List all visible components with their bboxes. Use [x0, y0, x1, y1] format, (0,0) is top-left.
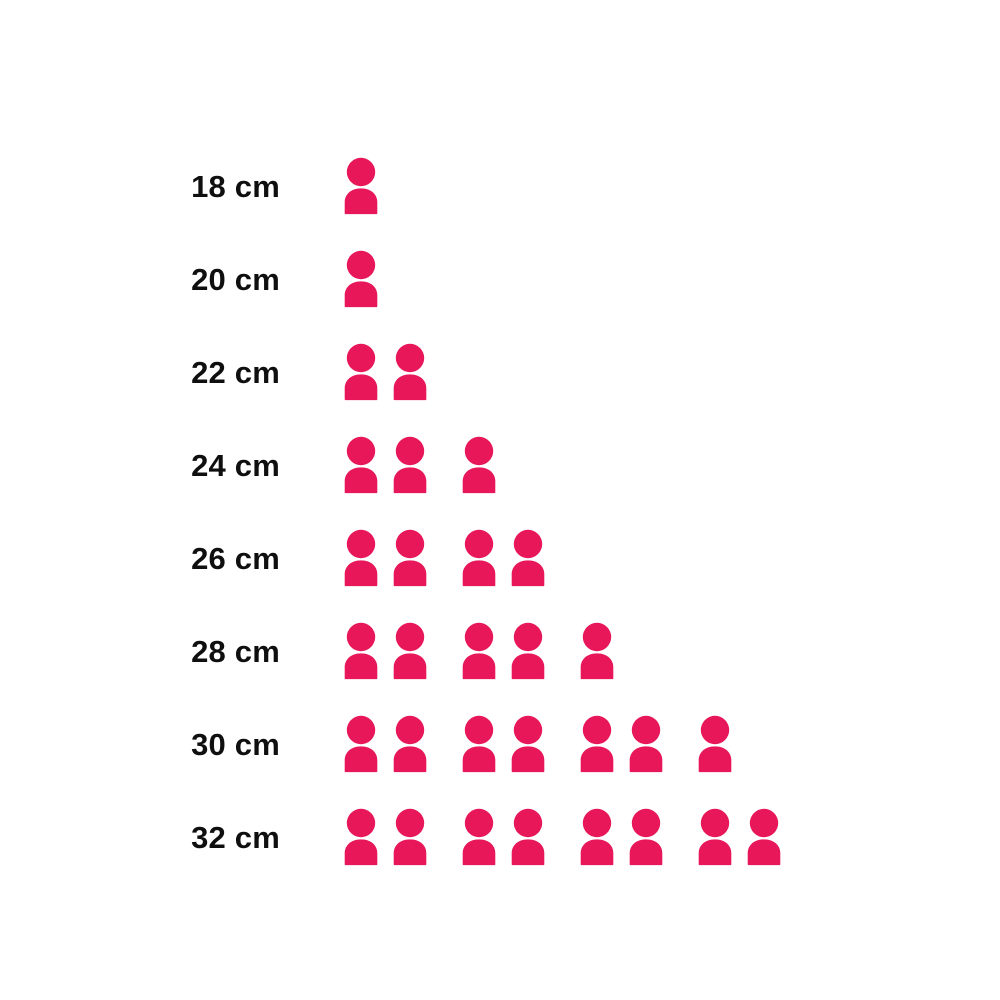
- icon-group: [458, 808, 549, 866]
- icon-group: [340, 157, 382, 215]
- row-icon-track: [340, 529, 549, 587]
- person-icon: [694, 715, 736, 773]
- row-category-label: 26 cm: [191, 540, 280, 576]
- person-icon: [576, 808, 618, 866]
- person-icon: [625, 808, 667, 866]
- row-category-label: 20 cm: [191, 261, 280, 297]
- person-icon: [389, 808, 431, 866]
- icon-group: [340, 250, 382, 308]
- person-icon: [340, 622, 382, 680]
- icon-group: [694, 808, 785, 866]
- icon-group: [694, 715, 736, 773]
- person-icon: [389, 715, 431, 773]
- person-icon: [507, 808, 549, 866]
- row-icon-track: [340, 157, 382, 215]
- icon-group: [576, 715, 667, 773]
- pictogram-row: 22 cm: [0, 341, 1000, 403]
- icon-group: [340, 343, 431, 401]
- pictogram-row: 26 cm: [0, 527, 1000, 589]
- pictogram-row: 30 cm: [0, 713, 1000, 775]
- icon-group: [576, 622, 618, 680]
- person-icon: [340, 808, 382, 866]
- person-icon: [389, 343, 431, 401]
- person-icon: [576, 715, 618, 773]
- person-icon: [458, 622, 500, 680]
- person-icon: [389, 622, 431, 680]
- row-icon-track: [340, 622, 618, 680]
- pictogram-row: 18 cm: [0, 155, 1000, 217]
- person-icon: [625, 715, 667, 773]
- row-icon-track: [340, 715, 736, 773]
- icon-group: [458, 436, 500, 494]
- person-icon: [340, 343, 382, 401]
- person-icon: [340, 436, 382, 494]
- person-icon: [340, 157, 382, 215]
- person-icon: [458, 808, 500, 866]
- row-icon-track: [340, 250, 382, 308]
- pictogram-row: 20 cm: [0, 248, 1000, 310]
- person-icon: [340, 715, 382, 773]
- person-icon: [458, 715, 500, 773]
- person-icon: [694, 808, 736, 866]
- person-icon: [389, 436, 431, 494]
- row-icon-track: [340, 343, 431, 401]
- icon-group: [340, 622, 431, 680]
- icon-group: [458, 715, 549, 773]
- person-icon: [507, 622, 549, 680]
- pictogram-row: 28 cm: [0, 620, 1000, 682]
- icon-group: [340, 808, 431, 866]
- person-icon: [340, 250, 382, 308]
- person-icon: [507, 715, 549, 773]
- row-category-label: 32 cm: [191, 819, 280, 855]
- row-category-label: 28 cm: [191, 633, 280, 669]
- person-icon: [576, 622, 618, 680]
- person-icon: [389, 529, 431, 587]
- row-icon-track: [340, 436, 500, 494]
- person-icon: [458, 529, 500, 587]
- icon-group: [458, 622, 549, 680]
- row-icon-track: [340, 808, 785, 866]
- person-icon: [743, 808, 785, 866]
- icon-group: [458, 529, 549, 587]
- icon-group: [340, 715, 431, 773]
- icon-group: [340, 436, 431, 494]
- person-icon: [340, 529, 382, 587]
- row-category-label: 22 cm: [191, 354, 280, 390]
- pictogram-row: 24 cm: [0, 434, 1000, 496]
- row-category-label: 18 cm: [191, 168, 280, 204]
- row-category-label: 24 cm: [191, 447, 280, 483]
- person-icon: [507, 529, 549, 587]
- icon-group: [340, 529, 431, 587]
- icon-group: [576, 808, 667, 866]
- person-icon: [458, 436, 500, 494]
- row-category-label: 30 cm: [191, 726, 280, 762]
- pictogram-row: 32 cm: [0, 806, 1000, 868]
